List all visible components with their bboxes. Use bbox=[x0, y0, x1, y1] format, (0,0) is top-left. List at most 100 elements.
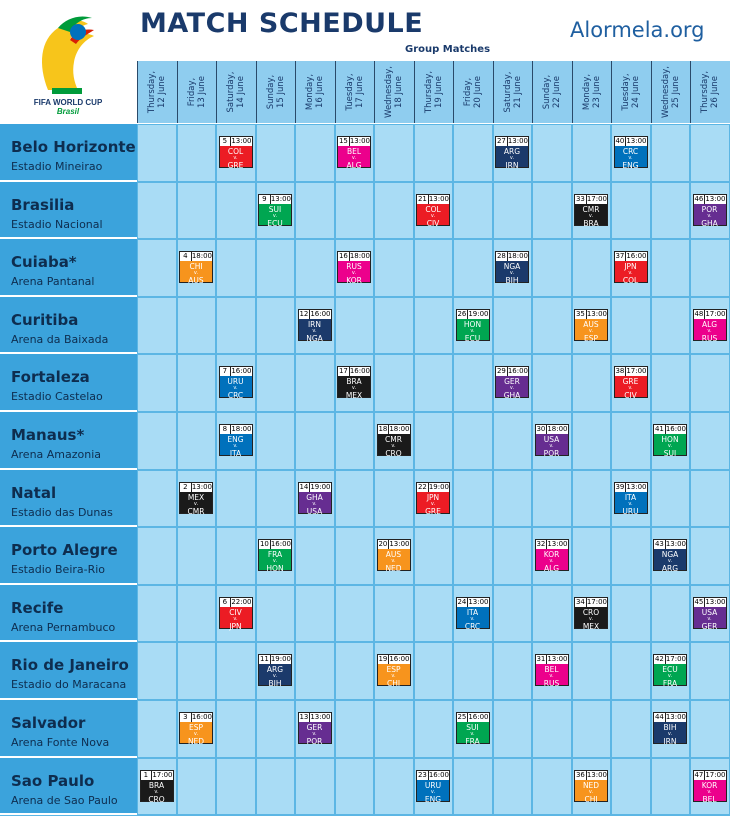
match-24[interactable]: 24 13:00 ITA v. CRC bbox=[455, 596, 490, 631]
match-header: 17 16:00 bbox=[338, 367, 370, 377]
match-43[interactable]: 43 13:00 NGA v. ARG bbox=[653, 539, 687, 573]
match-21[interactable]: 21 13:00 COL v. CIV bbox=[416, 193, 450, 228]
match-29[interactable]: 29 16:00 GER v. GHA bbox=[495, 366, 529, 400]
venue-recife: Recife Arena Pernambuco bbox=[0, 584, 137, 643]
match-time: 16:00 bbox=[310, 309, 331, 318]
schedule-cell bbox=[612, 297, 650, 354]
match-46[interactable]: 46 13:00 POR v. GHA bbox=[692, 193, 727, 228]
match-header: 22 19:00 bbox=[417, 482, 449, 492]
match-7[interactable]: 7 16:00 URU v. CRC bbox=[218, 366, 253, 400]
site-name[interactable]: Alormela.org bbox=[570, 18, 705, 42]
match-42[interactable]: 42 17:00 ECU v. FRA bbox=[653, 654, 687, 688]
date-header-cell: Friday, 20 June bbox=[453, 61, 492, 123]
schedule-cell bbox=[256, 240, 294, 296]
match-23[interactable]: 23 16:00 URU v. ENG bbox=[416, 769, 450, 804]
match-number: 21 bbox=[417, 194, 429, 204]
world-cup-logo: FIFA WORLD CUP Brasil bbox=[34, 16, 103, 115]
match-17[interactable]: 17 16:00 BRA v. MEX bbox=[337, 366, 371, 400]
match-number: 14 bbox=[299, 482, 311, 492]
match-14[interactable]: 14 19:00 GHA v. USA bbox=[297, 481, 332, 516]
venue-salvador: Salvador Arena Fonte Nova bbox=[0, 700, 137, 758]
match-22[interactable]: 22 19:00 JPN v. GRE bbox=[416, 481, 450, 516]
match-35[interactable]: 35 13:00 AUS v. ESP bbox=[574, 308, 608, 343]
match-40[interactable]: 40 13:00 CRC v. ENG bbox=[613, 136, 648, 170]
team-home: KOR bbox=[543, 550, 560, 560]
match-2[interactable]: 2 13:00 MEX v. CMR bbox=[179, 481, 213, 516]
versus-label: v. bbox=[233, 443, 238, 449]
match-1[interactable]: 1 17:00 BRA v. CRO bbox=[139, 769, 174, 804]
venue-stadium: Estadio das Dunas bbox=[11, 505, 113, 519]
schedule-cell bbox=[493, 297, 531, 354]
match-8[interactable]: 8 18:00 ENG v. ITA bbox=[218, 424, 253, 458]
match-19[interactable]: 19 16:00 ESP v. CHI bbox=[376, 654, 411, 688]
versus-label: v. bbox=[628, 155, 633, 161]
schedule-cell bbox=[296, 585, 334, 642]
versus-label: v. bbox=[588, 212, 594, 219]
schedule-cell bbox=[335, 297, 373, 354]
match-number: 30 bbox=[536, 425, 548, 434]
team-home: USA bbox=[701, 607, 718, 617]
match-48[interactable]: 48 17:00 ALG v. RUS bbox=[692, 308, 727, 343]
team-home: BRA bbox=[148, 780, 165, 790]
date-header-cell: Thursday, 26 June bbox=[690, 61, 729, 123]
match-38[interactable]: 38 17:00 GRE v. CIV bbox=[613, 366, 648, 400]
match-34[interactable]: 34 17:00 CRO v. MEX bbox=[574, 596, 608, 631]
match-time: 16:00 bbox=[428, 770, 449, 779]
match-45[interactable]: 45 13:00 USA v. GER bbox=[692, 596, 727, 631]
match-26[interactable]: 26 19:00 HON v. ECU bbox=[455, 308, 490, 343]
match-number: 46 bbox=[694, 194, 706, 204]
match-16[interactable]: 16 18:00 RUS v. KOR bbox=[337, 251, 371, 285]
match-37[interactable]: 37 16:00 JPN v. COL bbox=[613, 251, 648, 285]
match-41[interactable]: 41 16:00 HON v. SUI bbox=[653, 424, 687, 458]
team-away: ECU bbox=[464, 333, 481, 343]
match-number: 2 bbox=[180, 482, 192, 492]
match-number: 32 bbox=[536, 540, 548, 550]
venue-sao-paulo: Sao Paulo Arena de Sao Paulo bbox=[0, 757, 137, 816]
match-33[interactable]: 33 17:00 CMR v. BRA bbox=[574, 193, 608, 228]
date-label: Sunday, 22 June bbox=[542, 62, 562, 122]
match-header: 23 16:00 bbox=[417, 770, 449, 780]
match-39[interactable]: 39 13:00 ITA v. URU bbox=[613, 481, 648, 516]
match-6[interactable]: 6 22:00 CIV v. JPN bbox=[218, 596, 253, 631]
match-30[interactable]: 30 18:00 USA v. POR bbox=[534, 424, 569, 458]
match-number: 35 bbox=[575, 309, 587, 319]
match-header: 15 13:00 bbox=[338, 137, 370, 146]
team-away: CRO bbox=[385, 449, 402, 458]
schedule-cell bbox=[493, 413, 531, 469]
match-11[interactable]: 11 19:00 ARG v. BIH bbox=[258, 654, 292, 688]
versus-label: v. bbox=[667, 731, 673, 737]
match-47[interactable]: 47 17:00 KOR v. BEL bbox=[692, 769, 727, 804]
match-header: 32 13:00 bbox=[535, 540, 568, 550]
match-12[interactable]: 12 16:00 IRN v. NGA bbox=[297, 308, 332, 343]
schedule-cell bbox=[533, 701, 571, 757]
match-27[interactable]: 27 13:00 ARG v. IRN bbox=[495, 136, 529, 170]
match-36[interactable]: 36 13:00 NED v. CHI bbox=[574, 769, 608, 804]
match-header: 24 13:00 bbox=[456, 597, 489, 607]
versus-label: v. bbox=[707, 212, 712, 219]
match-4[interactable]: 4 18:00 CHI v. AUS bbox=[179, 251, 213, 285]
match-5[interactable]: 5 13:00 COL v. GRE bbox=[218, 136, 253, 170]
match-28[interactable]: 28 18:00 NGA v. BIH bbox=[495, 251, 529, 285]
schedule-cell bbox=[454, 528, 492, 584]
schedule-cell bbox=[493, 643, 531, 699]
match-20[interactable]: 20 13:00 AUS v. NED bbox=[376, 539, 411, 573]
match-31[interactable]: 31 13:00 BEL v. RUS bbox=[534, 654, 569, 688]
match-9[interactable]: 9 13:00 SUI v. ECU bbox=[258, 193, 292, 228]
match-44[interactable]: 44 13:00 BIH v. IRN bbox=[653, 712, 687, 746]
schedule-cell bbox=[375, 125, 413, 181]
date-label: Wednesday, 25 June bbox=[661, 62, 681, 122]
match-header: 12 16:00 bbox=[298, 309, 331, 319]
match-15[interactable]: 15 13:00 BEL v. ALG bbox=[337, 136, 371, 170]
date-date: 19 June bbox=[433, 75, 444, 109]
match-18[interactable]: 18 18:00 CMR v. CRO bbox=[376, 424, 411, 458]
match-13[interactable]: 13 13:00 GER v. POR bbox=[297, 712, 332, 746]
match-header: 10 16:00 bbox=[259, 540, 291, 550]
match-10[interactable]: 10 16:00 FRA v. HON bbox=[258, 539, 292, 573]
match-3[interactable]: 3 16:00 ESP v. NED bbox=[179, 712, 213, 746]
match-25[interactable]: 25 16:00 SUI v. FRA bbox=[455, 712, 490, 746]
venue-city: Fortaleza bbox=[11, 368, 90, 387]
match-32[interactable]: 32 13:00 KOR v. ALG bbox=[534, 539, 569, 573]
date-label: Thursday, 19 June bbox=[424, 62, 444, 122]
venue-natal: Natal Estadio das Dunas bbox=[0, 469, 137, 528]
team-home: NED bbox=[582, 780, 600, 790]
